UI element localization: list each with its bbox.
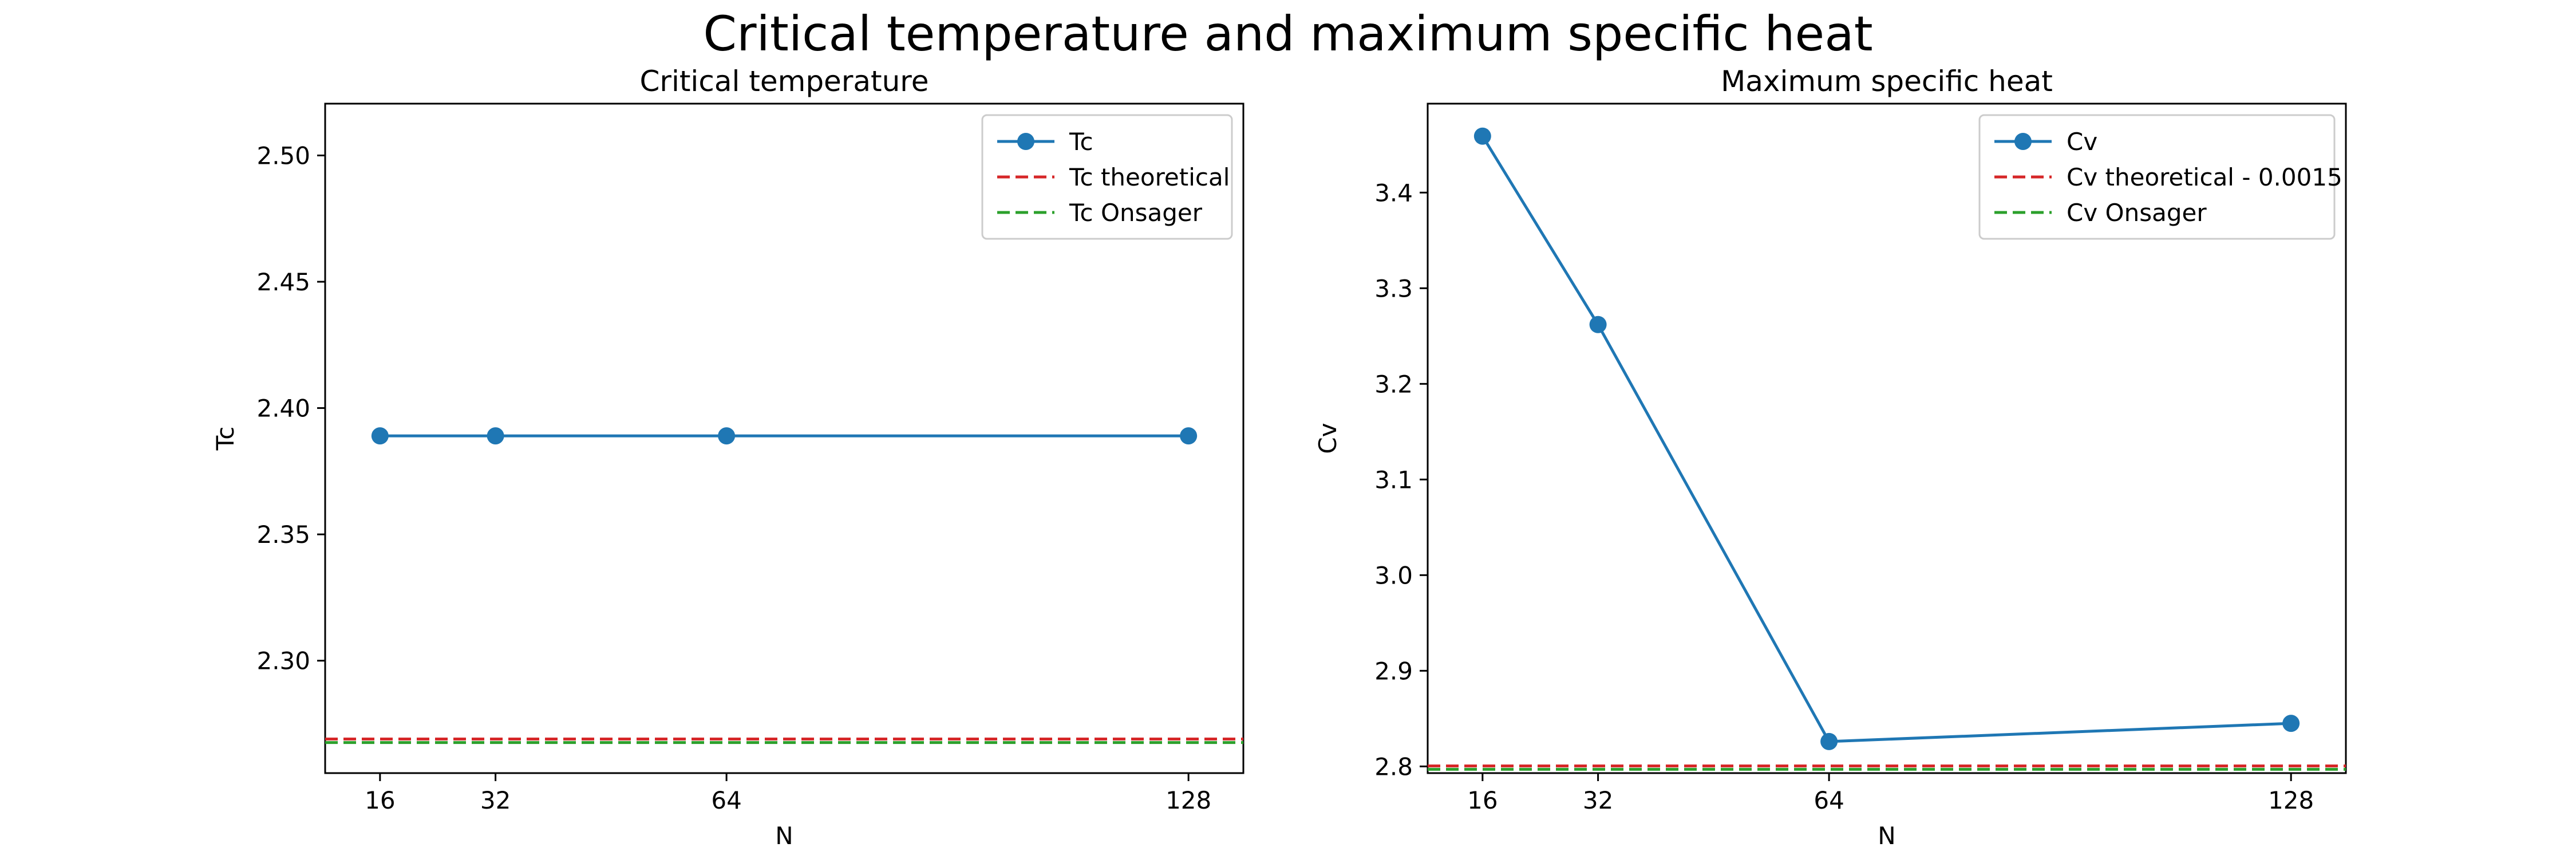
cv-y-tick-label: 3.3 xyxy=(1374,274,1413,302)
tc-legend-label: Tc Onsager xyxy=(1069,199,1203,227)
cv-x-tick-label: 16 xyxy=(1467,786,1498,814)
cv-series-0-line xyxy=(1481,135,2291,743)
cv-series-0-point xyxy=(2282,715,2300,732)
tc-y-tick-label: 2.40 xyxy=(256,395,310,423)
tc-legend-marker xyxy=(1017,133,1034,150)
tc-panel: Critical temperature N Tc 16 32 64 128 2.30 2.35… xyxy=(211,65,1244,850)
tc-series-0-point xyxy=(487,427,504,445)
tc-y-tick-label: 2.50 xyxy=(256,141,310,170)
tc-legend: Tc Tc theoretical Tc Onsager xyxy=(981,114,1233,240)
cv-x-tick-label: 128 xyxy=(2268,786,2314,814)
cv-x-tick-label: 64 xyxy=(1814,786,1844,814)
tc-y-tick-label: 2.35 xyxy=(256,521,310,549)
tc-y-tick-label: 2.45 xyxy=(256,268,310,296)
cv-y-tick-label: 3.1 xyxy=(1374,466,1413,494)
cv-x-axis-label: N xyxy=(1878,822,1895,850)
tc-legend-box xyxy=(981,114,1233,240)
tc-x-tick-label: 128 xyxy=(1165,786,1211,814)
cv-panel: Maximum specific heat N Cv 16 32 64 128 2.8 2.9 3… xyxy=(1314,65,2347,850)
tc-legend-label: Tc xyxy=(1069,128,1093,156)
cv-legend-marker xyxy=(2014,133,2032,150)
tc-x-tick-label: 64 xyxy=(711,786,741,814)
tc-series-0-point xyxy=(1180,427,1198,445)
tc-x-axis-label: N xyxy=(775,822,793,850)
tc-series-0-point xyxy=(718,427,736,445)
cv-legend-label: Cv theoretical - 0.0015 xyxy=(2067,163,2342,191)
figure-suptitle: Critical temperature and maximum specifi… xyxy=(703,6,1872,62)
cv-y-tick-label: 3.2 xyxy=(1374,370,1413,398)
cv-chart-title: Maximum specific heat xyxy=(1721,65,2053,98)
tc-y-tick-label: 2.30 xyxy=(256,647,310,675)
tc-y-axis-label: Tc xyxy=(211,427,239,451)
cv-y-tick-label: 2.8 xyxy=(1374,752,1413,781)
cv-legend-label: Cv Onsager xyxy=(2067,199,2207,227)
cv-series-0-point xyxy=(1820,732,1838,750)
cv-legend-label: Cv xyxy=(2067,128,2097,156)
cv-legend: Cv Cv theoretical - 0.0015 Cv Onsager xyxy=(1978,114,2342,240)
tc-legend-label: Tc theoretical xyxy=(1069,163,1230,191)
cv-series-0-point xyxy=(1473,127,1491,145)
cv-legend-box xyxy=(1978,114,2336,240)
cv-x-tick-label: 32 xyxy=(1583,786,1613,814)
cv-y-tick-label: 3.4 xyxy=(1374,179,1413,207)
tc-x-tick-label: 16 xyxy=(365,786,395,814)
tc-x-tick-label: 32 xyxy=(480,786,511,814)
cv-y-tick-label: 3.0 xyxy=(1374,561,1413,589)
cv-y-tick-label: 2.9 xyxy=(1374,657,1413,685)
tc-series-0-point xyxy=(371,427,389,445)
cv-y-axis-label: Cv xyxy=(1314,423,1342,454)
cv-series-0-point xyxy=(1589,316,1607,333)
tc-chart-title: Critical temperature xyxy=(639,65,929,98)
